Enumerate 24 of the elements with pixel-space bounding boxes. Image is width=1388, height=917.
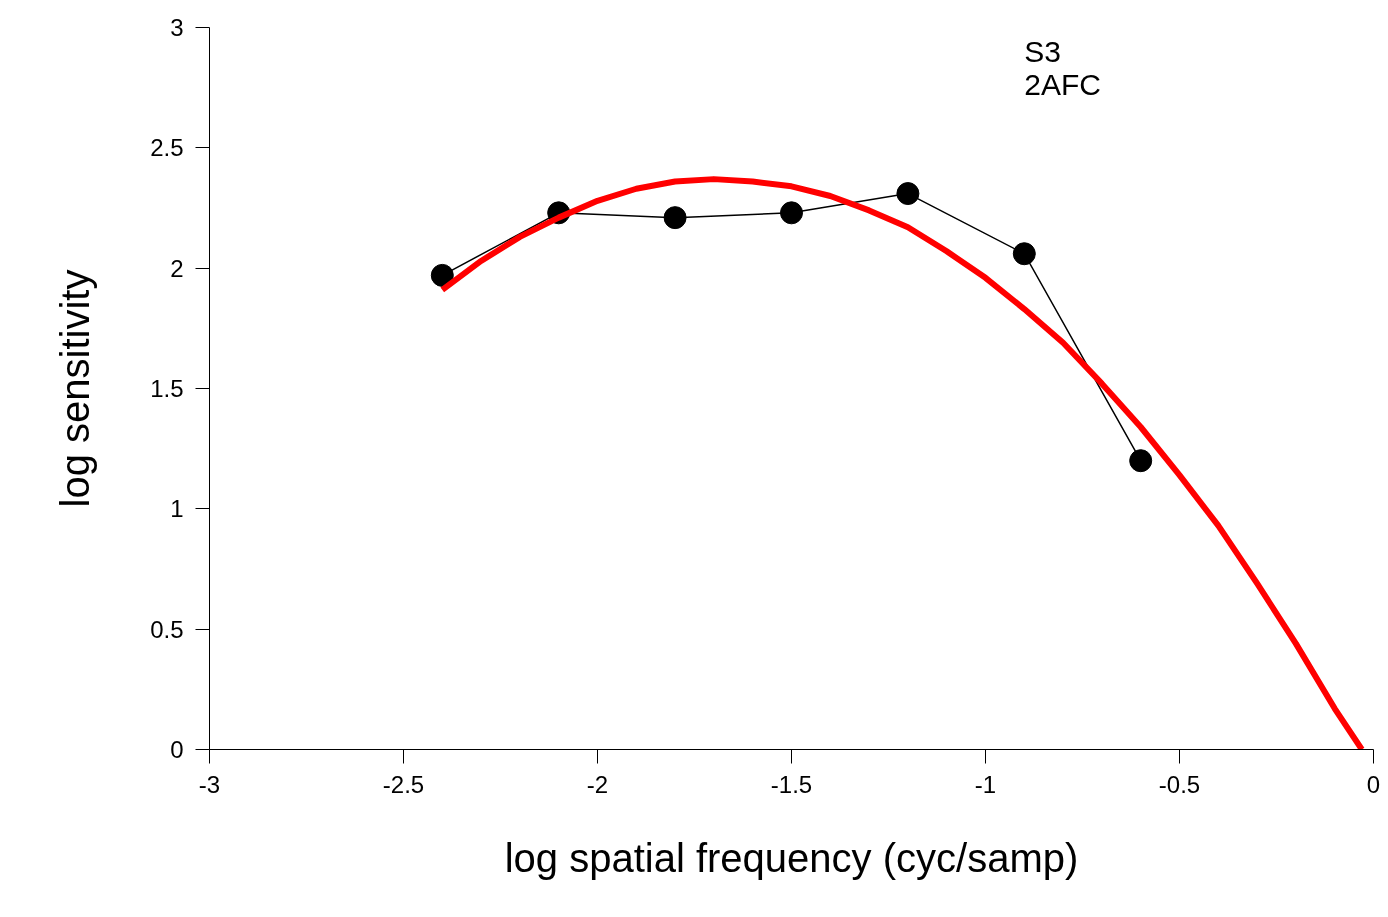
point — [1129, 449, 1153, 473]
x-tick-label: -1 — [974, 770, 997, 798]
point — [663, 206, 687, 230]
y-tick-label: 3 — [170, 14, 184, 41]
y-tick-label: 2.5 — [150, 134, 184, 162]
point — [1012, 242, 1036, 266]
point — [430, 263, 454, 287]
annotation: S3 — [1024, 34, 1061, 68]
y-tick-label: 1 — [170, 495, 184, 523]
x-tick-label: -2 — [586, 770, 609, 798]
y-tick-label: 0 — [170, 736, 184, 763]
x-tick-label: -2.5 — [382, 770, 425, 798]
x-tick-label: 0 — [1366, 770, 1381, 798]
point — [896, 182, 920, 206]
annotation: 2AFC — [1024, 68, 1101, 102]
y-axis-title: log sensitivity — [53, 269, 98, 508]
y-tick-label: 2 — [170, 254, 184, 282]
x-tick-label: -1.5 — [770, 770, 813, 798]
point — [780, 201, 803, 225]
x-tick-label: -3 — [198, 770, 221, 798]
x-tick-label: -0.5 — [1158, 770, 1201, 798]
x-axis-title: log spatial frequency (cyc/samp) — [504, 835, 1079, 880]
y-tick-label: 1.5 — [150, 375, 184, 402]
y-tick-label: 0.5 — [150, 615, 184, 643]
